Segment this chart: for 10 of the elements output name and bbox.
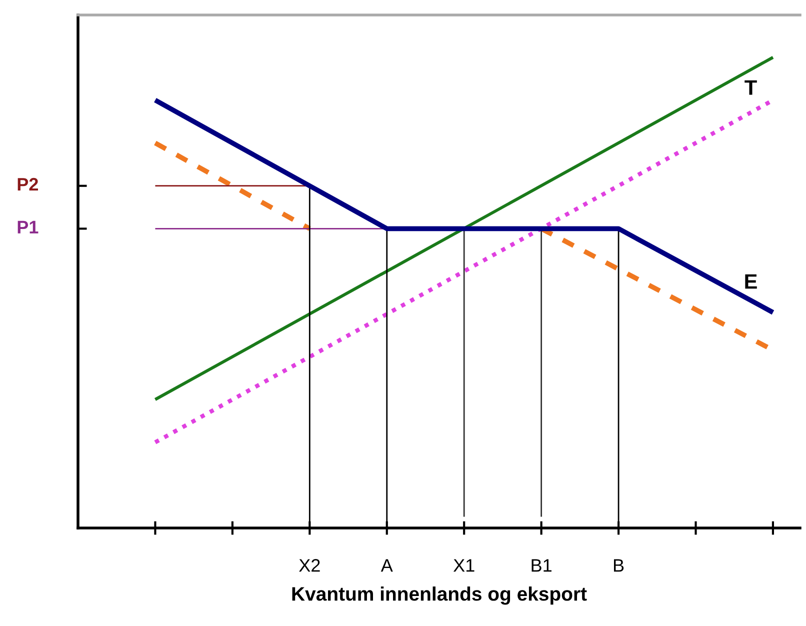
x-tick-label: B bbox=[614, 559, 624, 572]
series-label: T bbox=[744, 80, 757, 95]
x-tick-label: B1 bbox=[532, 559, 552, 572]
text: P1 bbox=[18, 220, 38, 234]
x-tick-label: A bbox=[380, 559, 393, 572]
x-tick-label: X1 bbox=[453, 559, 474, 572]
x-tick-label: X2 bbox=[299, 559, 320, 572]
series-label: E bbox=[745, 274, 757, 289]
x-axis-title: Kvantum innenlands og eksport bbox=[292, 586, 587, 605]
text: P2 bbox=[18, 178, 38, 191]
